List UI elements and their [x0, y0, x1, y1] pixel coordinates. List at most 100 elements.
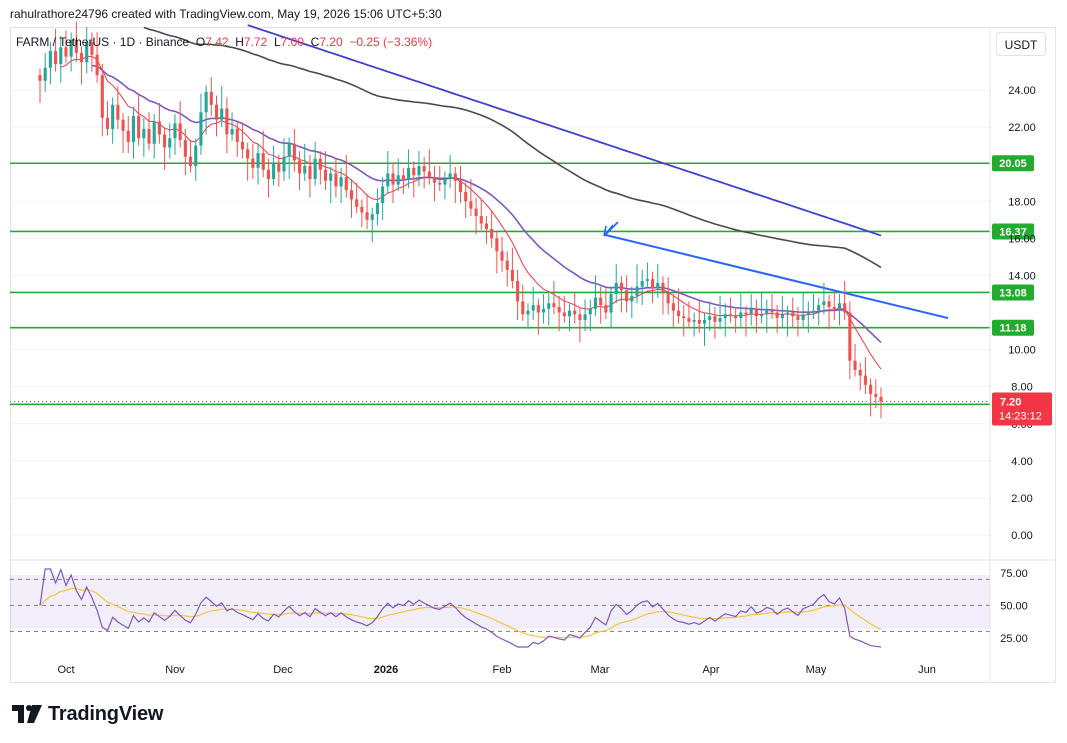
y-tick-label: 18.00	[1008, 196, 1036, 208]
candle-body	[469, 201, 473, 209]
ema-long-line	[247, 24, 882, 237]
y-tick-label: 8.00	[1011, 382, 1032, 394]
candle-body	[619, 282, 623, 291]
candle-body	[64, 47, 68, 57]
candle-body	[837, 303, 842, 309]
candle-body	[277, 162, 281, 172]
candle-body	[365, 212, 369, 220]
candle-body	[427, 171, 431, 178]
candle-body	[235, 128, 239, 142]
last-price-bg	[992, 392, 1052, 426]
candle-body	[54, 51, 58, 65]
y-tick-label: 10.00	[1008, 345, 1036, 357]
candle-body	[526, 310, 530, 315]
candle-body	[510, 269, 514, 281]
candle-body	[853, 360, 857, 370]
candle-body	[126, 130, 130, 142]
x-tick-label: Dec	[273, 664, 293, 676]
candle-body	[531, 305, 535, 311]
x-tick-label: Feb	[493, 664, 512, 676]
candle-body	[266, 169, 270, 179]
candle-body	[806, 312, 810, 315]
y-tick-label: 16.00	[1008, 233, 1036, 245]
candle-body	[303, 166, 307, 174]
candle-body	[381, 186, 385, 204]
open-value: 7.42	[205, 35, 229, 49]
y-tick-label: 0.00	[1011, 530, 1032, 542]
low-label: L	[273, 35, 281, 49]
candle-body	[661, 282, 665, 293]
candle-body	[484, 223, 489, 230]
trendlines	[603, 221, 949, 320]
candle-body	[879, 396, 883, 402]
candle-body	[635, 286, 639, 296]
candle-body	[464, 191, 468, 202]
y-tick-label: 14.00	[1008, 270, 1036, 282]
candle-body	[391, 173, 395, 185]
candle-body	[562, 312, 566, 317]
candle-body	[349, 190, 354, 200]
candle-body	[858, 369, 862, 376]
currency-button[interactable]: USDT	[996, 32, 1046, 56]
candle-body	[131, 115, 136, 142]
support-label-bg	[992, 284, 1034, 301]
change-value: −0.25 (−3.36%)	[349, 35, 433, 49]
support-price-label: 13.08	[992, 284, 1034, 301]
candle-body	[573, 310, 577, 315]
high-label: H	[235, 35, 244, 49]
chart-frame	[10, 27, 1056, 683]
candle-body	[386, 173, 390, 187]
tradingview-logo[interactable]: TradingView	[12, 702, 163, 726]
candle-body	[85, 41, 89, 63]
candle-body	[775, 312, 779, 319]
candle-body	[760, 314, 764, 317]
candle-body	[458, 180, 463, 192]
symbol-name: FARM / TetherUS · 1D · Binance	[16, 35, 190, 49]
candle-body	[490, 229, 494, 239]
y-tick-label: 24.00	[1008, 85, 1036, 97]
candle-body	[843, 303, 847, 313]
candle-body	[194, 145, 198, 167]
y-tick-label: 22.00	[1008, 122, 1036, 134]
candle-body	[671, 303, 675, 311]
candle-body	[370, 214, 374, 220]
candle-body	[214, 104, 219, 120]
candle-body	[272, 162, 276, 179]
candle-body	[344, 177, 348, 191]
high-value: 7.72	[243, 35, 268, 49]
ema-slow-line	[143, 26, 882, 269]
candle-body	[702, 319, 707, 324]
candle-body	[754, 308, 758, 317]
candle-body	[547, 303, 551, 309]
candle-body	[74, 39, 78, 53]
x-tick-label: Nov	[165, 664, 185, 676]
candle-body	[230, 128, 234, 135]
candle-body	[697, 319, 701, 324]
candle-body	[396, 175, 400, 185]
candle-body	[718, 318, 722, 322]
candle-body	[329, 173, 333, 181]
candle-body	[240, 141, 245, 150]
candle-body	[708, 316, 712, 320]
candle-body	[407, 167, 411, 179]
candle-body	[832, 306, 836, 309]
candle-body	[552, 303, 556, 307]
candle-body	[604, 305, 608, 313]
support-label-text: 11.18	[1000, 323, 1027, 335]
x-tick-label: Oct	[57, 664, 74, 676]
rsi-band	[10, 575, 990, 629]
candle-body	[567, 310, 572, 317]
candle-body	[822, 301, 826, 306]
candle-body	[292, 143, 296, 161]
candle-body	[360, 206, 364, 213]
candle-body	[599, 297, 603, 306]
candle-body	[90, 41, 94, 55]
candle-body	[780, 314, 784, 319]
support-label-text: 13.08	[999, 287, 1027, 299]
ema-mid-line	[91, 64, 882, 343]
support-label-bg	[992, 319, 1034, 336]
candle-body	[308, 166, 312, 179]
candle-body	[157, 121, 161, 135]
candle-body	[111, 104, 115, 129]
